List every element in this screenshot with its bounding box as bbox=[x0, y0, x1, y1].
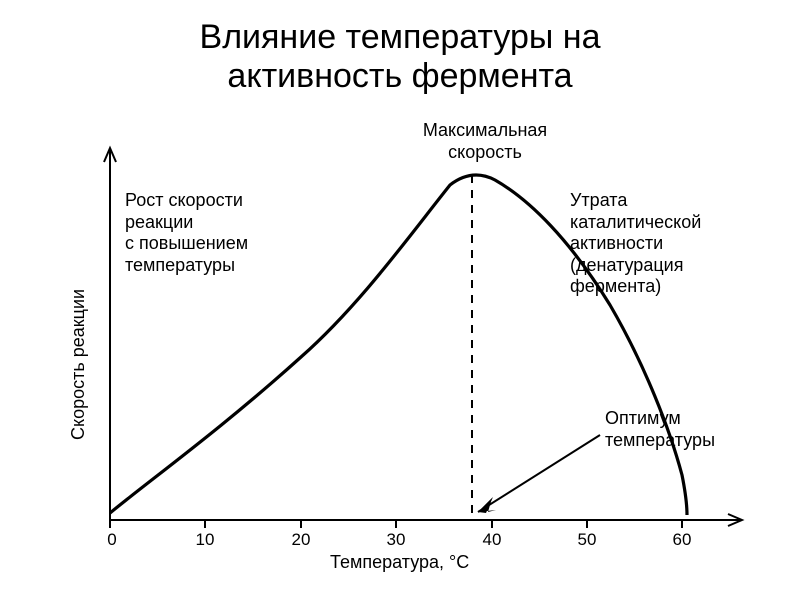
annotation-optimum: Оптимум температуры bbox=[605, 408, 765, 451]
tick-label-50: 50 bbox=[575, 530, 599, 550]
x-axis-label: Температура, °С bbox=[330, 552, 469, 573]
annotation-rise-l1: Рост скорости bbox=[125, 190, 243, 210]
tick-label-20: 20 bbox=[289, 530, 313, 550]
annotation-denat-l1: Утрата bbox=[570, 190, 627, 210]
optimum-arrow-line bbox=[478, 435, 600, 512]
tick-label-30: 30 bbox=[384, 530, 408, 550]
annotation-rise: Рост скорости реакции с повышением темпе… bbox=[125, 190, 295, 276]
annotation-max-speed-l1: Максимальная bbox=[423, 120, 547, 140]
tick-label-0: 0 bbox=[102, 530, 122, 550]
tick-text-60: 60 bbox=[673, 530, 692, 549]
annotation-rise-l2: реакции bbox=[125, 212, 193, 232]
tick-text-30: 30 bbox=[387, 530, 406, 549]
y-axis-label-text: Скорость реакции bbox=[68, 289, 88, 440]
annotation-rise-l3: с повышением bbox=[125, 233, 248, 253]
tick-text-10: 10 bbox=[196, 530, 215, 549]
title-line-1: Влияние температуры на bbox=[200, 18, 601, 56]
annotation-rise-l4: температуры bbox=[125, 255, 235, 275]
tick-text-20: 20 bbox=[292, 530, 311, 549]
annotation-max-speed: Максимальная скорость bbox=[400, 120, 570, 163]
annotation-denat-l3: активности bbox=[570, 233, 663, 253]
y-axis-label: Скорость реакции bbox=[68, 289, 89, 440]
title-line-2: активность фермента bbox=[227, 57, 572, 95]
tick-label-40: 40 bbox=[480, 530, 504, 550]
tick-text-40: 40 bbox=[483, 530, 502, 549]
annotation-denat-l5: фермента) bbox=[570, 276, 661, 296]
tick-label-10: 10 bbox=[193, 530, 217, 550]
tick-text-0: 0 bbox=[107, 530, 116, 549]
annotation-denaturation: Утрата каталитической активности (денату… bbox=[570, 190, 770, 298]
slide-title: Влияние температуры на активность фермен… bbox=[0, 18, 800, 96]
slide: Влияние температуры на активность фермен… bbox=[0, 0, 800, 600]
tick-text-50: 50 bbox=[578, 530, 597, 549]
x-axis-label-text: Температура, °С bbox=[330, 552, 469, 572]
annotation-optimum-l1: Оптимум bbox=[605, 408, 681, 428]
annotation-optimum-l2: температуры bbox=[605, 430, 715, 450]
annotation-denat-l2: каталитической bbox=[570, 212, 701, 232]
tick-label-60: 60 bbox=[670, 530, 694, 550]
chart: Скорость реакции 0 10 20 30 40 50 60 Тем… bbox=[30, 120, 770, 580]
chart-svg bbox=[30, 120, 770, 580]
annotation-denat-l4: (денатурация bbox=[570, 255, 683, 275]
annotation-max-speed-l2: скорость bbox=[448, 142, 522, 162]
